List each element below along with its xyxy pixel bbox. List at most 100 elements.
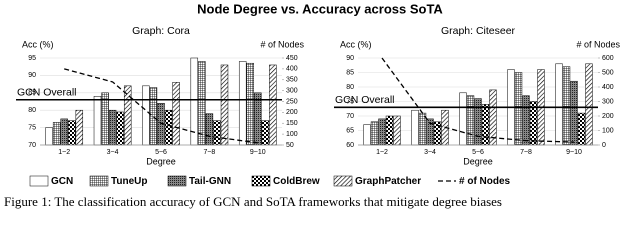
bar xyxy=(385,115,394,146)
x-tick-label: 3~4 xyxy=(107,149,119,156)
legend-label: Tail-GNN xyxy=(189,176,231,187)
bar xyxy=(213,120,221,146)
bar xyxy=(378,118,386,146)
y-tick-label: 75 xyxy=(28,124,36,131)
y2-tick-label: 200 xyxy=(286,109,298,116)
line-series xyxy=(381,57,575,143)
bar xyxy=(198,61,206,146)
reference-label: GCN Overall xyxy=(335,94,395,106)
bar xyxy=(75,109,84,146)
legend-swatch xyxy=(167,175,187,187)
bar xyxy=(269,64,277,146)
y2-tick-label: 600 xyxy=(602,55,614,62)
bar xyxy=(370,121,379,146)
bar xyxy=(101,92,109,146)
bar xyxy=(254,92,262,146)
x-tick-label: 1~2 xyxy=(58,149,70,156)
bar xyxy=(418,112,427,146)
bar xyxy=(489,89,497,146)
bar xyxy=(459,92,467,146)
y2-tick-label: 0 xyxy=(602,142,606,149)
y2-tick-label: 250 xyxy=(286,98,298,105)
legend-swatch xyxy=(89,175,109,187)
bar xyxy=(411,109,419,146)
y2-axis-label: # of Nodes xyxy=(260,39,304,49)
y-tick-label: 65 xyxy=(346,127,354,134)
line-series xyxy=(64,68,258,144)
bar xyxy=(205,113,214,146)
subtitle: Graph: Citeseer xyxy=(441,25,516,37)
bar xyxy=(68,120,76,146)
figure: Node Degree vs. Accuracy across SoTA Fig… xyxy=(4,1,620,209)
y-tick-label: 70 xyxy=(346,113,354,120)
y-tick-label: 85 xyxy=(346,69,354,76)
y2-tick-label: 50 xyxy=(286,142,294,149)
bar xyxy=(514,72,523,146)
bar xyxy=(60,118,68,146)
legend-label: ColdBrew xyxy=(273,176,320,187)
bar xyxy=(474,98,482,146)
title: Node Degree vs. Accuracy across SoTA xyxy=(197,1,443,16)
y2-tick-label: 450 xyxy=(286,55,298,62)
y-tick-label: 70 xyxy=(28,142,36,149)
legend-swatch xyxy=(251,175,271,187)
x-tick-label: 7~8 xyxy=(203,149,215,156)
bar xyxy=(45,127,53,146)
bar xyxy=(555,63,563,146)
bar xyxy=(466,95,475,146)
y-tick-label: 80 xyxy=(346,84,354,91)
legend-label: GCN xyxy=(51,176,73,187)
legend-swatch xyxy=(333,175,353,187)
bar xyxy=(93,96,102,146)
subtitle: Graph: Cora xyxy=(132,25,190,37)
y2-tick-label: 100 xyxy=(286,131,298,138)
y-axis-label: Acc (%) xyxy=(22,39,54,49)
bar xyxy=(149,87,158,146)
reference-label: GCN Overall xyxy=(17,87,77,99)
bar xyxy=(116,111,124,146)
y2-tick-label: 350 xyxy=(286,77,298,84)
legend-label: TuneUp xyxy=(111,176,147,187)
y-tick-label: 95 xyxy=(28,55,36,62)
caption: Figure 1: The classification accuracy of… xyxy=(4,194,502,209)
bar xyxy=(220,64,229,146)
y-tick-label: 60 xyxy=(346,142,354,149)
x-tick-label: 9~10 xyxy=(566,149,582,156)
x-tick-label: 7~8 xyxy=(520,149,532,156)
bar xyxy=(570,80,578,146)
legend-label: GraphPatcher xyxy=(355,176,421,187)
legend-label: # of Nodes xyxy=(459,176,511,187)
bar xyxy=(142,85,150,146)
bar xyxy=(52,122,61,146)
x-tick-label: 5~6 xyxy=(155,149,167,156)
y-tick-label: 85 xyxy=(28,90,36,97)
bar xyxy=(363,124,371,146)
y2-tick-label: 400 xyxy=(602,84,614,91)
legend-swatch xyxy=(29,175,49,187)
y-tick-label: 90 xyxy=(28,72,36,79)
x-tick-label: 3~4 xyxy=(424,149,436,156)
y2-tick-label: 200 xyxy=(602,113,614,120)
bar xyxy=(123,85,132,146)
y2-tick-label: 300 xyxy=(286,87,298,94)
bar xyxy=(238,61,247,146)
x-tick-label: 1~2 xyxy=(376,149,388,156)
bar xyxy=(522,95,530,146)
x-axis-label: Degree xyxy=(146,156,176,166)
y-tick-label: 90 xyxy=(346,55,354,62)
bar xyxy=(481,104,490,146)
y-tick-label: 80 xyxy=(28,107,36,114)
x-tick-label: 5~6 xyxy=(472,149,484,156)
y2-tick-label: 500 xyxy=(602,69,614,76)
bar xyxy=(261,120,270,146)
bar xyxy=(562,66,571,146)
y2-tick-label: 400 xyxy=(286,66,298,73)
bar xyxy=(164,109,173,146)
bar xyxy=(172,82,180,146)
bar xyxy=(393,115,401,146)
bar xyxy=(577,112,586,146)
y-tick-label: 75 xyxy=(346,98,354,105)
x-tick-label: 9~10 xyxy=(250,149,266,156)
bar xyxy=(585,63,593,146)
x-axis-label: Degree xyxy=(463,156,493,166)
